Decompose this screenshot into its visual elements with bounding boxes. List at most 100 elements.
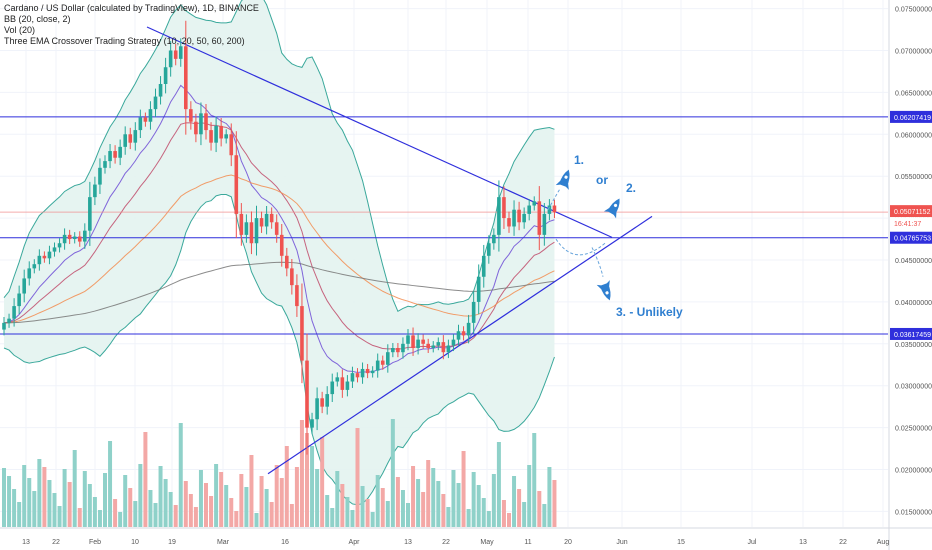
chart-legend: Cardano / US Dollar (calculated by Tradi… xyxy=(4,3,259,47)
rocket-fins xyxy=(555,180,569,190)
rocket-body xyxy=(559,169,570,188)
time-tick-label: 22 xyxy=(442,539,450,546)
annotation-one: 1. xyxy=(574,153,584,167)
time-tick-label: 13 xyxy=(22,539,30,546)
volume-bar xyxy=(143,432,148,527)
volume-bar xyxy=(315,469,320,527)
rocket-body xyxy=(607,198,620,216)
volume-bar xyxy=(103,473,107,527)
time-tick-label: 11 xyxy=(524,539,531,546)
volume-bar xyxy=(456,483,461,527)
candle-body xyxy=(497,197,501,235)
volume-bars xyxy=(2,419,557,527)
volume-bar xyxy=(507,513,511,527)
candle-body xyxy=(295,285,299,307)
volume-bar xyxy=(284,446,289,527)
badge-level-low-bg xyxy=(890,327,932,340)
volume-bar xyxy=(365,499,370,527)
volume-bar xyxy=(395,477,400,527)
volume-bar xyxy=(400,490,405,527)
candle-body xyxy=(7,318,11,323)
volume-bar xyxy=(451,470,456,527)
candle-body xyxy=(168,50,173,68)
candle-body xyxy=(517,209,521,223)
time-tick-label: Mar xyxy=(217,539,230,546)
volume-bar xyxy=(244,487,249,527)
volume-bar xyxy=(37,459,42,527)
volume-bar xyxy=(350,510,355,527)
volume-bar xyxy=(441,494,446,527)
volume-bar xyxy=(274,465,279,527)
candle-body xyxy=(47,251,52,259)
volume-bar xyxy=(411,466,416,527)
candle-body xyxy=(133,130,138,143)
rocket-fins xyxy=(603,207,617,219)
volume-bar xyxy=(7,476,12,527)
candle-body xyxy=(456,331,461,340)
price-tick-label: 0.06500000 xyxy=(895,90,932,97)
bollinger-bands xyxy=(3,0,555,506)
time-tick-label: 19 xyxy=(168,539,176,546)
price-axis: 0.07500000 0.07000000 0.06500000 0.06000000… xyxy=(888,0,932,550)
volume-bar xyxy=(517,489,522,527)
volume-bar xyxy=(345,497,350,527)
ema-10-line xyxy=(3,84,555,373)
candle-body xyxy=(113,151,117,158)
volume-bar xyxy=(320,437,325,527)
candle-body xyxy=(128,134,133,143)
volume-bar xyxy=(138,464,143,527)
volume-bar xyxy=(12,489,17,527)
volume-bar xyxy=(87,484,92,527)
volume-bar xyxy=(108,441,113,527)
projection-paths xyxy=(547,169,620,301)
volume-bar xyxy=(163,479,168,527)
price-tick-label: 0.07000000 xyxy=(895,48,932,55)
price-tick-label: 0.06000000 xyxy=(895,132,932,139)
candle-body xyxy=(396,348,400,353)
volume-bar xyxy=(299,420,304,527)
volume-bar xyxy=(173,505,178,527)
volume-bar xyxy=(385,501,390,527)
rocket-window xyxy=(564,175,568,179)
candle-body xyxy=(269,213,274,223)
badge-countdown-bg xyxy=(890,217,932,230)
candle-body xyxy=(507,218,511,227)
candlesticks xyxy=(2,20,557,455)
price-tick-label: 0.03000000 xyxy=(895,384,932,391)
volume-bar xyxy=(416,479,421,527)
volume-bar xyxy=(148,490,153,527)
candle-body xyxy=(42,255,47,259)
time-tick-label: Apr xyxy=(349,539,361,546)
volume-bar xyxy=(178,423,183,527)
candle-body xyxy=(492,234,496,244)
candle-body xyxy=(184,46,188,110)
candle-body xyxy=(199,113,203,135)
volume-bar xyxy=(92,497,97,527)
volume-bar xyxy=(496,442,501,527)
annotation-two: 2. xyxy=(626,181,636,195)
candle-body xyxy=(426,343,430,348)
candle-body xyxy=(441,342,446,353)
volume-bar xyxy=(335,471,340,527)
volume-bar xyxy=(476,485,481,527)
volume-bar xyxy=(47,480,52,527)
candle-body xyxy=(512,209,516,227)
time-tick-label: 13 xyxy=(404,539,412,546)
projection-pullback xyxy=(555,238,606,256)
candle-body xyxy=(350,373,355,382)
volume-bar xyxy=(128,488,133,527)
candle-body xyxy=(335,377,340,382)
candle-body xyxy=(143,117,148,122)
candle-body xyxy=(380,360,385,365)
candle-body xyxy=(527,205,531,214)
volume-bar xyxy=(133,501,138,527)
candle-body xyxy=(476,276,481,302)
volume-bar xyxy=(264,489,269,527)
time-tick-label: Aug xyxy=(877,539,890,546)
annotation-three: 3. - Unlikely xyxy=(616,305,683,319)
annotation-or: or xyxy=(596,173,608,187)
candle-body xyxy=(138,117,143,131)
candle-body xyxy=(300,306,304,361)
volume-bar xyxy=(153,503,158,527)
